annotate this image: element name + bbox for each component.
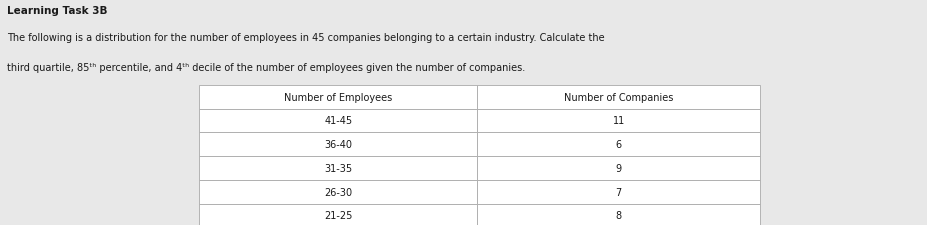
Bar <box>199 133 477 156</box>
Text: 26-30: 26-30 <box>324 187 352 197</box>
Text: third quartile, 85ᵗʰ percentile, and 4ᵗʰ decile of the number of employees given: third quartile, 85ᵗʰ percentile, and 4ᵗʰ… <box>7 63 526 73</box>
Bar <box>477 156 760 180</box>
Text: The following is a distribution for the number of employees in 45 companies belo: The following is a distribution for the … <box>7 33 605 43</box>
Text: Learning Task 3B: Learning Task 3B <box>7 6 108 16</box>
Text: 11: 11 <box>613 116 625 126</box>
Bar <box>199 109 477 133</box>
Text: 36-40: 36-40 <box>324 140 352 150</box>
Bar <box>199 86 477 109</box>
Bar <box>477 86 760 109</box>
Text: Number of Employees: Number of Employees <box>285 92 392 102</box>
Text: 9: 9 <box>616 163 622 173</box>
Text: Number of Companies: Number of Companies <box>565 92 673 102</box>
Text: 21-25: 21-25 <box>324 210 352 220</box>
Text: 6: 6 <box>616 140 622 150</box>
Text: 41-45: 41-45 <box>324 116 352 126</box>
Bar <box>477 109 760 133</box>
Bar <box>199 156 477 180</box>
Bar <box>199 180 477 204</box>
Bar <box>199 204 477 225</box>
Bar <box>477 180 760 204</box>
Text: 7: 7 <box>616 187 622 197</box>
Text: 31-35: 31-35 <box>324 163 352 173</box>
Bar <box>477 133 760 156</box>
Bar <box>477 204 760 225</box>
Text: 8: 8 <box>616 210 622 220</box>
